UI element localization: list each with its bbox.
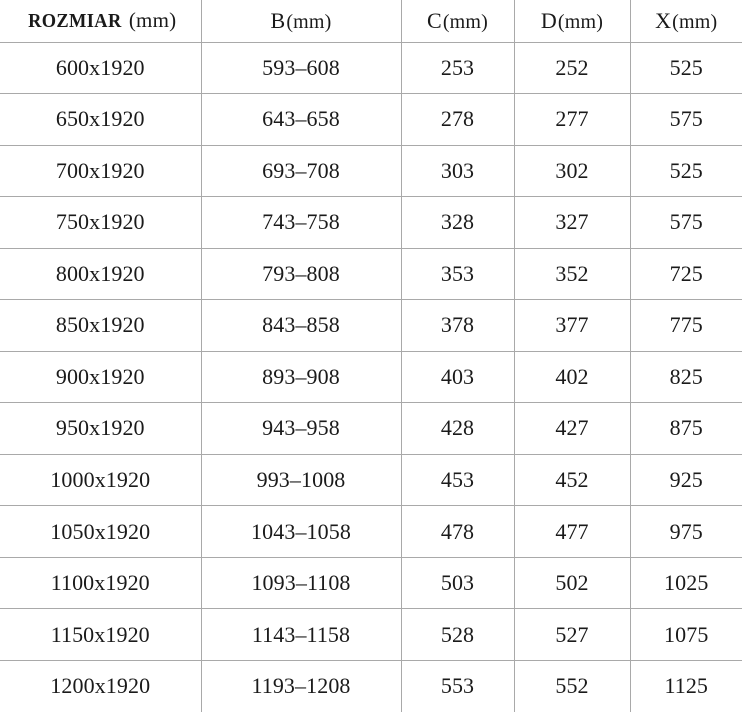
column-header-c: C(mm) xyxy=(401,0,515,43)
cell-x: 875 xyxy=(630,402,742,455)
cell-x: 825 xyxy=(630,351,742,404)
cell-size: 1150x1920 xyxy=(0,608,202,661)
cell-c: 303 xyxy=(401,145,515,198)
cell-b: 843–858 xyxy=(201,299,402,352)
column-header-b-unit: (mm) xyxy=(286,10,332,33)
cell-c: 328 xyxy=(401,196,515,249)
cell-c: 353 xyxy=(401,248,515,301)
cell-c: 553 xyxy=(401,660,515,712)
table-header-row: ROZMIAR (mm) B(mm) C(mm) D(mm) X(mm) xyxy=(0,0,742,43)
cell-x: 775 xyxy=(630,299,742,352)
cell-c: 503 xyxy=(401,557,515,610)
cell-b: 1143–1158 xyxy=(201,608,402,661)
cell-x: 1125 xyxy=(630,660,742,712)
cell-d: 402 xyxy=(514,351,631,404)
cell-c: 403 xyxy=(401,351,515,404)
table-row: 900x1920 893–908 403 402 825 xyxy=(0,351,742,404)
cell-d: 327 xyxy=(514,196,631,249)
table-row: 1100x1920 1093–1108 503 502 1025 xyxy=(0,557,742,610)
cell-c: 453 xyxy=(401,454,515,507)
table-row: 650x1920 643–658 278 277 575 xyxy=(0,93,742,146)
cell-c: 378 xyxy=(401,299,515,352)
table-row: 700x1920 693–708 303 302 525 xyxy=(0,145,742,198)
cell-size: 900x1920 xyxy=(0,351,202,404)
cell-x: 925 xyxy=(630,454,742,507)
table-row: 850x1920 843–858 378 377 775 xyxy=(0,299,742,352)
cell-size: 700x1920 xyxy=(0,145,202,198)
cell-size: 1050x1920 xyxy=(0,505,202,558)
cell-size: 950x1920 xyxy=(0,402,202,455)
cell-x: 1075 xyxy=(630,608,742,661)
cell-x: 1025 xyxy=(630,557,742,610)
cell-b: 693–708 xyxy=(201,145,402,198)
cell-c: 478 xyxy=(401,505,515,558)
column-header-x-unit: (mm) xyxy=(672,10,718,33)
table-row: 1150x1920 1143–1158 528 527 1075 xyxy=(0,608,742,661)
table-row: 1000x1920 993–1008 453 452 925 xyxy=(0,454,742,507)
cell-x: 575 xyxy=(630,196,742,249)
cell-b: 1193–1208 xyxy=(201,660,402,712)
cell-size: 600x1920 xyxy=(0,42,202,95)
cell-c: 253 xyxy=(401,42,515,95)
table-row: 750x1920 743–758 328 327 575 xyxy=(0,196,742,249)
cell-c: 428 xyxy=(401,402,515,455)
cell-c: 528 xyxy=(401,608,515,661)
column-header-x: X(mm) xyxy=(630,0,742,43)
column-header-size: ROZMIAR (mm) xyxy=(0,0,202,43)
column-header-b-label: B xyxy=(270,7,286,33)
table-row: 950x1920 943–958 428 427 875 xyxy=(0,402,742,455)
column-header-c-label: C xyxy=(426,7,442,33)
column-header-size-unit: (mm) xyxy=(128,8,177,33)
cell-d: 427 xyxy=(514,402,631,455)
cell-d: 527 xyxy=(514,608,631,661)
cell-d: 477 xyxy=(514,505,631,558)
cell-b: 993–1008 xyxy=(201,454,402,507)
column-header-b: B(mm) xyxy=(201,0,402,43)
table-row: 600x1920 593–608 253 252 525 xyxy=(0,42,742,95)
cell-x: 575 xyxy=(630,93,742,146)
cell-x: 525 xyxy=(630,145,742,198)
cell-c: 278 xyxy=(401,93,515,146)
table-body: 600x1920 593–608 253 252 525 650x1920 643–658 2… xyxy=(0,42,742,712)
cell-x: 725 xyxy=(630,248,742,301)
cell-b: 793–808 xyxy=(201,248,402,301)
cell-b: 593–608 xyxy=(201,42,402,95)
cell-d: 277 xyxy=(514,93,631,146)
column-header-d-label: D xyxy=(540,7,557,33)
column-header-d-unit: (mm) xyxy=(557,10,604,33)
table-row: 800x1920 793–808 353 352 725 xyxy=(0,248,742,301)
table-row: 1200x1920 1193–1208 553 552 1125 xyxy=(0,660,742,712)
cell-b: 643–658 xyxy=(201,93,402,146)
cell-size: 1100x1920 xyxy=(0,557,202,610)
column-header-size-label: ROZMIAR xyxy=(28,10,122,33)
cell-d: 302 xyxy=(514,145,631,198)
cell-d: 452 xyxy=(514,454,631,507)
cell-size: 850x1920 xyxy=(0,299,202,352)
cell-b: 1093–1108 xyxy=(201,557,402,610)
cell-size: 650x1920 xyxy=(0,93,202,146)
cell-size: 750x1920 xyxy=(0,196,202,249)
table-header: ROZMIAR (mm) B(mm) C(mm) D(mm) X(mm) xyxy=(0,0,742,43)
cell-d: 502 xyxy=(514,557,631,610)
cell-x: 525 xyxy=(630,42,742,95)
cell-b: 943–958 xyxy=(201,402,402,455)
cell-x: 975 xyxy=(630,505,742,558)
cell-d: 377 xyxy=(514,299,631,352)
cell-d: 552 xyxy=(514,660,631,712)
cell-b: 743–758 xyxy=(201,196,402,249)
column-header-c-unit: (mm) xyxy=(442,10,489,33)
cell-size: 1000x1920 xyxy=(0,454,202,507)
cell-b: 893–908 xyxy=(201,351,402,404)
cell-b: 1043–1058 xyxy=(201,505,402,558)
column-header-x-label: X xyxy=(655,7,672,33)
cell-size: 1200x1920 xyxy=(0,660,202,712)
column-header-d: D(mm) xyxy=(514,0,631,43)
cell-d: 252 xyxy=(514,42,631,95)
cell-size: 800x1920 xyxy=(0,248,202,301)
cell-d: 352 xyxy=(514,248,631,301)
table-row: 1050x1920 1043–1058 478 477 975 xyxy=(0,505,742,558)
